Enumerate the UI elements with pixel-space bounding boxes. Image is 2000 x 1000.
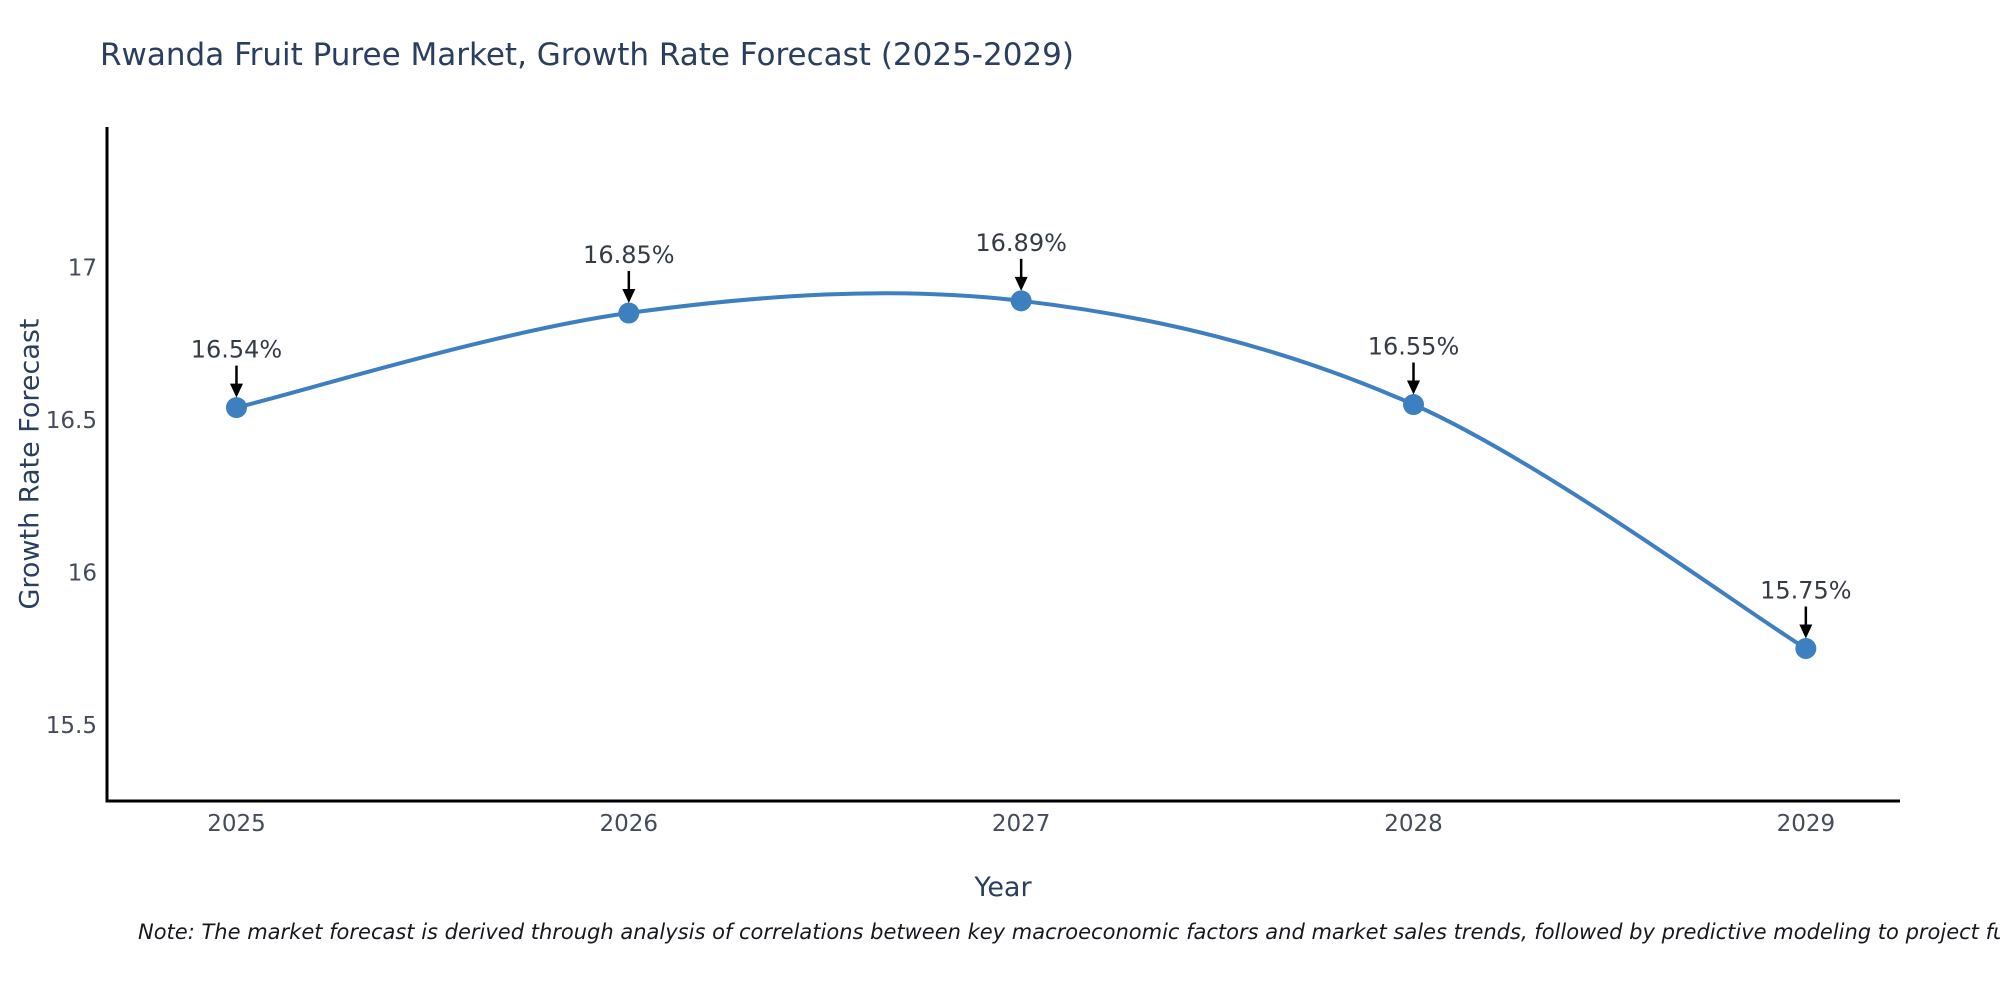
x-tick-label: 2025 [207, 811, 266, 837]
chart-title: Rwanda Fruit Puree Market, Growth Rate F… [100, 37, 1074, 73]
x-tick-label: 2026 [600, 811, 659, 837]
series-line [236, 291, 1807, 651]
annotation-arrowhead [622, 289, 636, 304]
annotation-label: 15.75% [1760, 577, 1852, 605]
data-point-marker [1795, 638, 1817, 660]
annotation-arrowhead [1799, 624, 1813, 639]
annotation-label: 16.54% [191, 336, 283, 364]
annotation-arrowhead [1406, 380, 1420, 395]
annotation-label: 16.85% [583, 241, 675, 269]
annotation-arrowhead [1014, 276, 1028, 291]
data-point-marker [1010, 290, 1032, 312]
x-tick-label: 2027 [992, 811, 1051, 837]
annotation-label: 16.55% [1368, 333, 1460, 361]
x-tick-label: 2029 [1777, 811, 1836, 837]
y-tick-label: 16 [68, 560, 97, 586]
data-point-marker [618, 302, 640, 324]
y-tick-label: 17 [68, 255, 97, 281]
x-axis-title: Year [974, 872, 1032, 903]
chart-note: Note: The market forecast is derived thr… [138, 920, 2000, 944]
annotation-arrowhead [229, 383, 243, 398]
annotation-label: 16.89% [975, 229, 1067, 257]
data-point-marker [1402, 394, 1424, 416]
y-tick-label: 16.5 [46, 408, 97, 434]
data-point-marker [225, 397, 247, 419]
x-tick-label: 2028 [1384, 811, 1443, 837]
y-tick-label: 15.5 [46, 713, 97, 739]
